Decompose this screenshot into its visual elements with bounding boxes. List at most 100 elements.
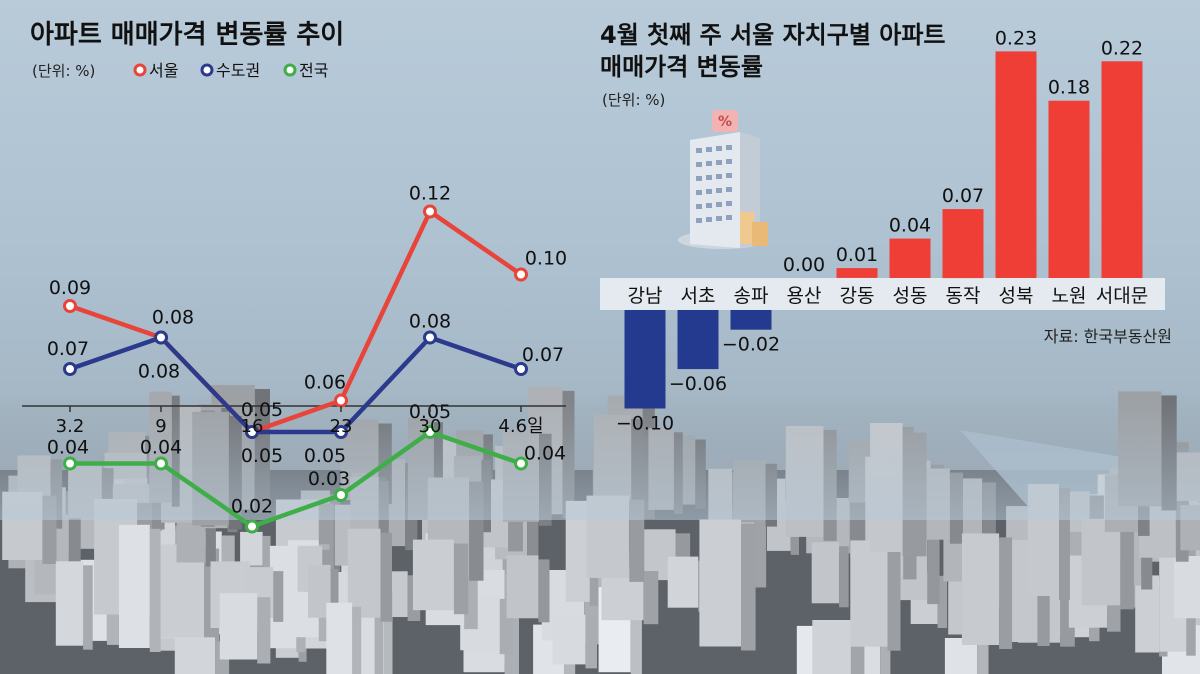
data-point <box>334 393 348 408</box>
data-label: 0.06 <box>304 372 346 394</box>
bar-value-label: −0.02 <box>722 334 780 356</box>
background-building <box>999 537 1013 649</box>
data-point <box>245 425 259 439</box>
background-building <box>585 618 597 669</box>
data-point <box>423 425 437 439</box>
bars: −0.10 강남 −0.06 서초 −0.02 송파 0.00 용산 0.01 강동 0.04 성동 0… <box>616 27 1148 434</box>
x-tick-label: 30 <box>419 416 442 437</box>
line-chart-series: 0.09 0.08 0.05 0.06 0.12 0.10 0.07 0.08 0.05 0.05… <box>47 183 567 534</box>
building-illustration: % <box>678 110 768 249</box>
data-point <box>514 362 528 376</box>
data-point <box>63 299 77 313</box>
data-label: 0.03 <box>308 468 350 490</box>
background-building <box>205 516 216 567</box>
legend-label: 서울 <box>149 61 178 80</box>
background-building <box>1059 488 1070 600</box>
data-label: 0.12 <box>409 183 451 205</box>
data-label: 0.10 <box>525 248 567 270</box>
bar <box>1101 61 1143 278</box>
data-label: 0.09 <box>49 277 91 299</box>
data-point <box>423 204 437 219</box>
category-label: 용산 <box>787 285 822 307</box>
category-label: 송파 <box>734 285 769 307</box>
category-label: 성동 <box>893 285 928 307</box>
background-building <box>68 518 81 599</box>
background-building <box>374 576 383 674</box>
background-building <box>1081 518 1121 606</box>
background-building <box>839 546 849 608</box>
bar <box>624 310 666 409</box>
data-label: 0.07 <box>522 344 564 366</box>
background-building <box>961 533 1000 645</box>
bar <box>1048 100 1090 278</box>
background-building <box>811 542 840 604</box>
background-building <box>977 642 989 674</box>
bar-value-label: 0.22 <box>1101 37 1143 59</box>
background-building <box>812 620 851 674</box>
background-building <box>174 637 215 674</box>
category-label: 동작 <box>946 285 981 307</box>
data-point <box>334 425 348 439</box>
data-label: 0.05 <box>241 399 283 421</box>
bar <box>836 268 878 278</box>
legend-label: 수도권 <box>216 61 260 80</box>
background-building <box>118 524 150 648</box>
series-line <box>69 209 523 435</box>
background-building <box>412 539 454 611</box>
category-label: 성북 <box>999 285 1034 307</box>
data-label: 0.04 <box>524 443 566 465</box>
background-building <box>219 593 258 660</box>
background-building <box>538 559 550 623</box>
background-building <box>1135 575 1160 653</box>
data-label: 0.08 <box>409 311 451 333</box>
background-building <box>754 513 767 588</box>
bar-value-label: 0.00 <box>783 254 825 276</box>
bar <box>942 209 984 279</box>
bar <box>730 310 772 330</box>
bar-value-label: 0.07 <box>942 185 984 207</box>
data-label: 0.05 <box>304 445 346 467</box>
line-chart-title: 아파트 매매가격 변동률 추이 <box>30 20 344 50</box>
background-building <box>383 590 393 674</box>
background-building <box>273 571 284 622</box>
data-point <box>334 488 348 502</box>
legend-marker <box>200 63 214 77</box>
background-building <box>83 565 93 650</box>
background-building <box>850 540 888 647</box>
line-chart-legend: 서울 수도권 전국 <box>133 61 328 80</box>
line-chart: 아파트 매매가격 변동률 추이 (단위: %) 서울 수도권 전국 0.09 0.08… <box>22 20 567 534</box>
bar-chart-unit: (단위: %) <box>602 91 665 109</box>
svg-text:%: % <box>718 114 732 130</box>
data-label: 0.04 <box>47 437 89 459</box>
background-building <box>1174 556 1200 619</box>
bar-value-label: 0.18 <box>1048 77 1090 99</box>
bar-chart-title-line-1: 4월 첫째 주 서울 자치구별 아파트 <box>600 21 946 49</box>
background-building <box>699 519 742 647</box>
background-building <box>630 575 642 674</box>
background-building <box>937 575 947 628</box>
data-label: 0.02 <box>231 496 273 518</box>
background-building <box>667 556 699 608</box>
data-point <box>423 330 437 345</box>
background-building <box>629 499 645 582</box>
data-label: 0.04 <box>140 437 182 459</box>
bar <box>889 238 931 278</box>
data-label: 0.08 <box>152 307 194 329</box>
x-tick-label: 23 <box>330 416 353 437</box>
data-point <box>245 519 259 534</box>
bar-value-label: −0.06 <box>669 373 727 395</box>
background-building <box>741 523 756 651</box>
bar-chart: 4월 첫째 주 서울 자치구별 아파트 매매가격 변동률 (단위: %) % −… <box>600 21 1172 435</box>
legend-label: 전국 <box>299 61 328 80</box>
legend-marker <box>283 63 297 77</box>
bar <box>677 310 719 370</box>
category-label: 노원 <box>1052 285 1087 307</box>
background-building <box>330 568 339 622</box>
category-label: 강동 <box>840 285 875 307</box>
background-building <box>326 602 353 674</box>
bar <box>995 51 1037 279</box>
x-tick-label: 9 <box>155 416 166 437</box>
x-axis-ticks: 3.2 9 16 23 30 4.6일 <box>56 406 544 437</box>
background-building <box>380 532 392 622</box>
